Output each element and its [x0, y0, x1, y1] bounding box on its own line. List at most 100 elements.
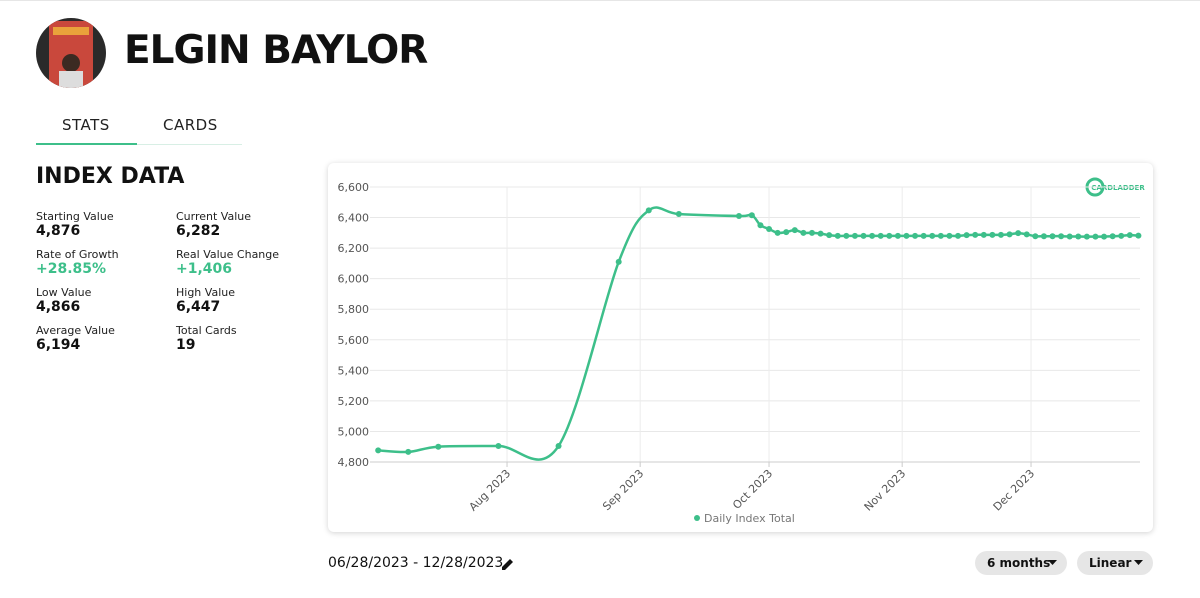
- scale-label: Linear: [1089, 556, 1132, 570]
- point: [1135, 232, 1142, 239]
- y-tick-label: 6,200: [338, 242, 370, 255]
- legend-label: Daily Index Total: [704, 512, 795, 525]
- line: [378, 206, 1139, 461]
- point: [375, 447, 382, 454]
- tab-divider: [36, 144, 242, 145]
- period-button[interactable]: 6 months: [975, 551, 1067, 575]
- point: [989, 231, 996, 238]
- stat-label: Current Value: [176, 210, 252, 223]
- brand-text: CARDLADDER: [1091, 184, 1145, 192]
- point: [946, 232, 953, 239]
- point: [1032, 233, 1039, 240]
- point: [963, 232, 970, 239]
- point: [869, 232, 876, 239]
- tab[interactable]: CARDS: [163, 116, 218, 134]
- stat-value: 6,447: [176, 299, 221, 315]
- point: [808, 229, 815, 236]
- y-tick-label: 6,000: [338, 273, 370, 286]
- point: [920, 232, 927, 239]
- point: [826, 232, 833, 239]
- point: [1092, 233, 1099, 240]
- point: [937, 232, 944, 239]
- x-tick-label: Dec 2023: [991, 467, 1038, 514]
- point: [886, 232, 893, 239]
- period-label: 6 months: [987, 556, 1051, 570]
- point: [817, 230, 824, 237]
- point: [405, 448, 412, 455]
- stat-label: High Value: [176, 286, 235, 299]
- point: [843, 232, 850, 239]
- legend-swatch: [694, 515, 700, 521]
- stat-value: 4,876: [36, 223, 81, 239]
- dropdown-arrow: [1048, 560, 1057, 565]
- y-tick-label: 6,400: [338, 212, 370, 225]
- point: [851, 232, 858, 239]
- point: [860, 232, 867, 239]
- point: [1118, 232, 1125, 239]
- stat-label: Starting Value: [36, 210, 114, 223]
- point: [645, 207, 652, 214]
- point: [997, 231, 1004, 238]
- section-title: INDEX DATA: [36, 164, 185, 189]
- point: [783, 229, 790, 236]
- y-tick-label: 5,200: [338, 395, 370, 408]
- stat-value: 4,866: [36, 299, 81, 315]
- dropdown-arrow: [1134, 560, 1143, 565]
- point: [774, 229, 781, 236]
- tab[interactable]: STATS: [62, 116, 110, 134]
- avatar: [36, 18, 106, 88]
- y-tick-label: 5,600: [338, 334, 370, 347]
- y-tick-label: 4,800: [338, 456, 370, 469]
- stat-label: Low Value: [36, 286, 92, 299]
- y-tick-label: 5,800: [338, 303, 370, 316]
- point: [791, 227, 798, 234]
- edit-icon[interactable]: [500, 556, 516, 572]
- x-tick-label: Aug 2023: [466, 467, 513, 514]
- tab-indicator: [36, 143, 137, 145]
- point: [912, 232, 919, 239]
- stat-value: 6,282: [176, 223, 221, 239]
- stat-label: Rate of Growth: [36, 248, 119, 261]
- scale-button[interactable]: Linear: [1077, 551, 1153, 575]
- point: [1015, 230, 1022, 237]
- stat-value: 6,194: [36, 337, 81, 353]
- x-tick-label: Nov 2023: [862, 467, 909, 514]
- point: [929, 232, 936, 239]
- point: [903, 232, 910, 239]
- point: [1023, 231, 1030, 238]
- stat-value: 19: [176, 337, 196, 353]
- date-range[interactable]: 06/28/2023 - 12/28/2023: [328, 555, 504, 571]
- point: [495, 442, 502, 449]
- y-tick-label: 5,400: [338, 364, 370, 377]
- point: [980, 231, 987, 238]
- point: [1066, 233, 1073, 240]
- point: [1109, 233, 1116, 240]
- stat-label: Total Cards: [176, 324, 237, 337]
- point: [894, 232, 901, 239]
- point: [735, 213, 742, 220]
- point: [555, 442, 562, 449]
- x-tick-label: Sep 2023: [600, 467, 646, 513]
- stat-label: Real Value Change: [176, 248, 280, 261]
- stat-value: +1,406: [176, 261, 233, 277]
- point: [877, 232, 884, 239]
- point: [675, 211, 682, 218]
- point: [800, 229, 807, 236]
- point: [834, 232, 841, 239]
- point: [1101, 233, 1108, 240]
- y-tick-label: 6,600: [338, 181, 370, 194]
- point: [1075, 233, 1082, 240]
- point: [1058, 233, 1065, 240]
- point: [955, 232, 962, 239]
- chart-card: [328, 163, 1153, 532]
- point: [1126, 232, 1133, 239]
- point: [1006, 231, 1013, 238]
- player-name: ELGIN BAYLOR: [124, 28, 428, 73]
- y-tick-label: 5,000: [338, 425, 370, 438]
- point: [615, 258, 622, 265]
- stat-label: Average Value: [36, 324, 115, 337]
- top-border: [0, 0, 1200, 1]
- x-tick-label: Oct 2023: [730, 467, 775, 512]
